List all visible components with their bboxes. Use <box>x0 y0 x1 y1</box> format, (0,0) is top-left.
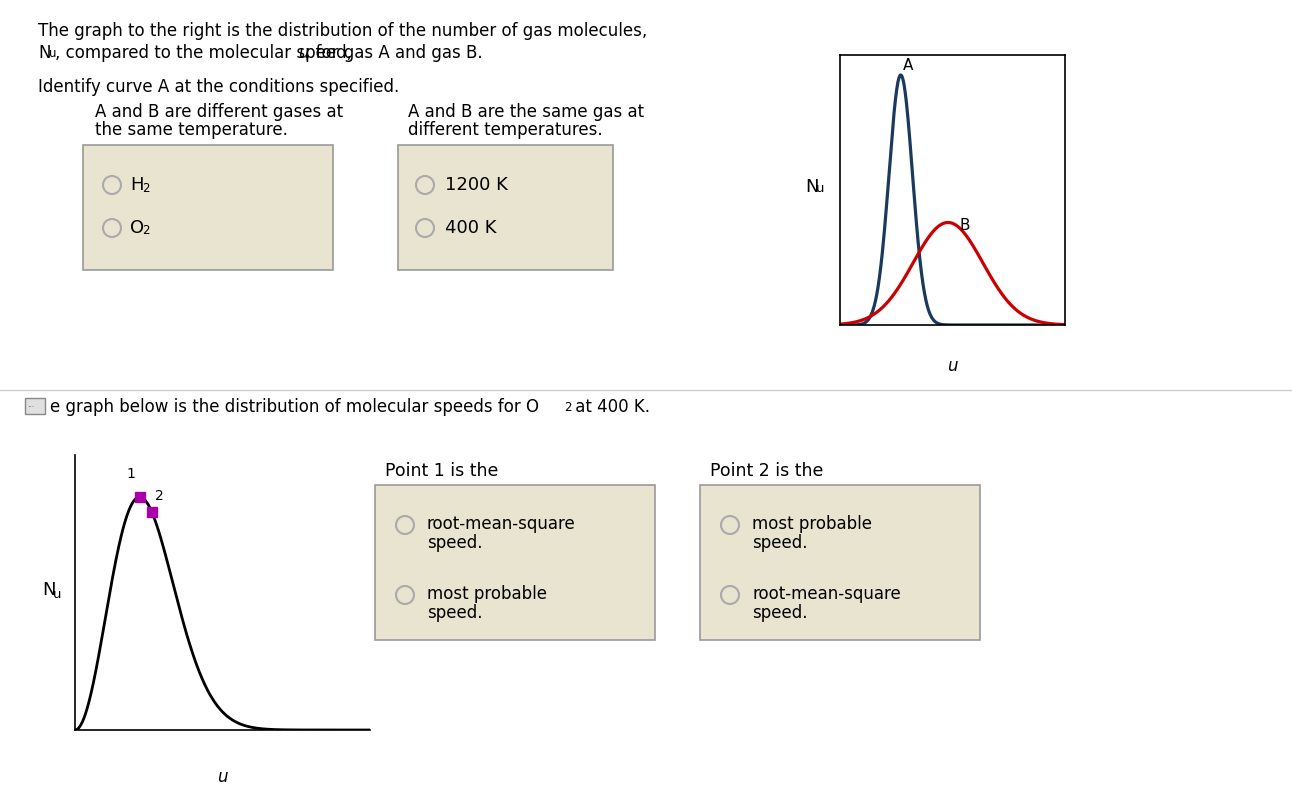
FancyBboxPatch shape <box>398 145 612 270</box>
Text: 1200 K: 1200 K <box>444 176 508 194</box>
Text: speed.: speed. <box>752 534 808 552</box>
Text: u: u <box>49 47 57 60</box>
Text: 2: 2 <box>142 225 150 237</box>
Text: B: B <box>959 217 970 233</box>
Text: A: A <box>903 58 913 72</box>
Text: Point 2 is the: Point 2 is the <box>711 462 823 480</box>
Text: root-mean-square: root-mean-square <box>752 585 901 603</box>
Text: the same temperature.: the same temperature. <box>96 121 288 139</box>
Text: The graph to the right is the distribution of the number of gas molecules,: The graph to the right is the distributi… <box>37 22 647 40</box>
Text: , compared to the molecular speed,: , compared to the molecular speed, <box>56 44 358 62</box>
Text: A and B are the same gas at: A and B are the same gas at <box>408 103 645 121</box>
Text: Identify curve A at the conditions specified.: Identify curve A at the conditions speci… <box>37 78 399 96</box>
Text: different temperatures.: different temperatures. <box>408 121 602 139</box>
Text: u: u <box>817 182 824 195</box>
Text: u: u <box>53 588 62 601</box>
Text: speed.: speed. <box>426 604 482 622</box>
Text: 1: 1 <box>127 467 136 480</box>
Text: ...: ... <box>27 400 34 409</box>
Text: N: N <box>37 44 50 62</box>
Text: 2: 2 <box>142 181 150 195</box>
FancyBboxPatch shape <box>25 398 45 414</box>
Text: O: O <box>130 219 145 237</box>
Text: A and B are different gases at: A and B are different gases at <box>96 103 344 121</box>
Text: e graph below is the distribution of molecular speeds for O: e graph below is the distribution of mol… <box>50 398 539 416</box>
Text: speed.: speed. <box>426 534 482 552</box>
Text: 2: 2 <box>565 401 571 414</box>
Text: 2: 2 <box>155 489 164 503</box>
Text: speed.: speed. <box>752 604 808 622</box>
Text: , for gas A and gas B.: , for gas A and gas B. <box>305 44 483 62</box>
FancyBboxPatch shape <box>83 145 333 270</box>
Text: u: u <box>217 768 227 787</box>
Text: u: u <box>298 44 309 62</box>
Text: Point 1 is the: Point 1 is the <box>385 462 499 480</box>
FancyBboxPatch shape <box>700 485 981 640</box>
FancyBboxPatch shape <box>375 485 655 640</box>
Text: N: N <box>43 581 56 599</box>
Text: H: H <box>130 176 143 194</box>
Text: root-mean-square: root-mean-square <box>426 515 576 533</box>
Text: u: u <box>947 358 957 375</box>
Text: N: N <box>805 178 819 196</box>
Text: most probable: most probable <box>752 515 872 533</box>
Text: at 400 K.: at 400 K. <box>570 398 650 416</box>
Text: 400 K: 400 K <box>444 219 496 237</box>
Text: most probable: most probable <box>426 585 547 603</box>
